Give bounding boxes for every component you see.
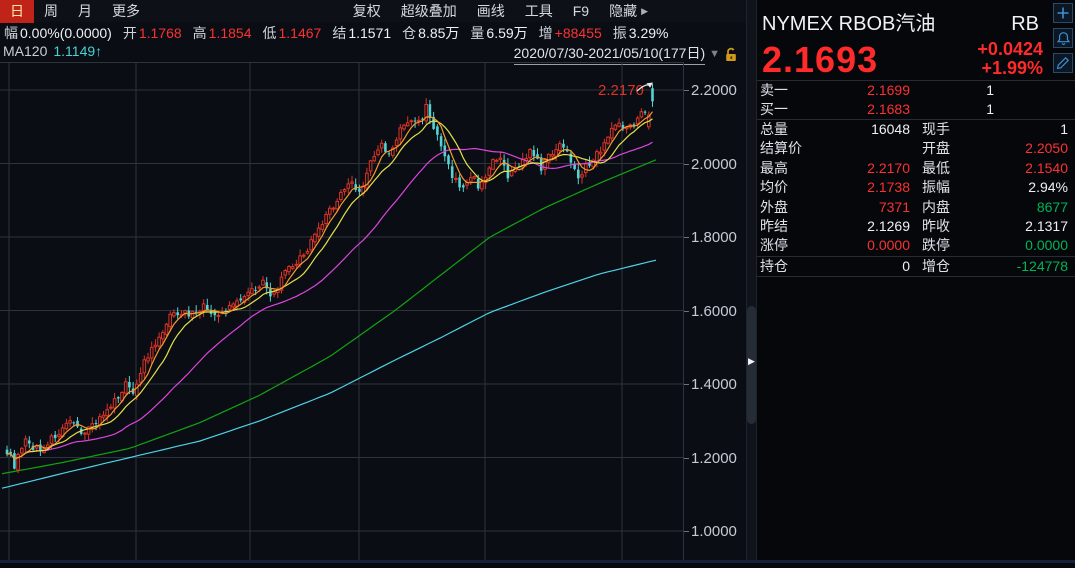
menu-draw-line[interactable]: 画线	[476, 3, 505, 19]
info-oi-change: 增 +88455	[538, 25, 602, 41]
ask-qty: 1	[986, 82, 994, 98]
axis-tick-label: 2.0000	[691, 155, 737, 173]
divider-line	[757, 276, 1075, 278]
price-axis: 2.2000 2.0000 1.8000 1.6000 1.4000 1.2000 1.00…	[684, 62, 746, 563]
info-volume: 量 6.59万	[470, 25, 528, 41]
chevron-down-icon[interactable]: ▼	[709, 48, 720, 60]
add-to-watchlist-button[interactable]	[1053, 3, 1073, 23]
axis-tick	[684, 457, 689, 459]
axis-tick-label: 1.6000	[691, 302, 737, 320]
axis-tick	[684, 237, 689, 238]
menu-hide[interactable]: 隐藏	[609, 3, 638, 19]
bid-price: 2.1683	[867, 101, 910, 117]
menu-adjust-quotes[interactable]: 复权	[352, 3, 381, 19]
axis-tick	[684, 384, 689, 385]
ask-price: 2.1699	[867, 82, 910, 98]
up-arrow-icon: ↑	[95, 43, 103, 59]
price-change-percent: +1.99%	[981, 58, 1043, 78]
quote-action-icons	[1053, 3, 1073, 73]
price-change: +0.0424	[977, 39, 1043, 59]
period-tab-bar: 日 周 月 更多 复权 超级叠加 画线 工具 F9 隐藏 ▶	[0, 0, 746, 23]
chart-menu: 复权 超级叠加 画线 工具 F9 隐藏 ▶	[343, 1, 648, 21]
tab-week[interactable]: 周	[44, 3, 58, 19]
info-swing: 振 3.29%	[612, 25, 669, 41]
ohlc-info-bar: 幅 0.00%(0.0000) 开 1.1768 高 1.1854 低 1.1467 结…	[0, 22, 746, 44]
svg-text:2.2170: 2.2170	[598, 82, 644, 99]
axis-tick-label: 1.8000	[691, 229, 737, 246]
chart-pane: 日 周 月 更多 复权 超级叠加 画线 工具 F9 隐藏 ▶ 幅 0.00%(0.…	[0, 0, 746, 563]
stat-row-volume: 总量 16048 现手 1	[760, 121, 1068, 137]
axis-tick	[684, 90, 689, 91]
tab-more[interactable]: 更多	[112, 3, 140, 19]
instrument-code: RB	[1011, 13, 1039, 35]
menu-expand-arrow-icon[interactable]: ▶	[641, 5, 648, 16]
axis-tick-label: 1.0000	[691, 523, 737, 540]
axis-tick	[684, 310, 689, 312]
candlestick-chart[interactable]: 2.2170	[0, 62, 684, 563]
tab-day[interactable]: 日	[0, 0, 34, 23]
ask-label: 卖一	[760, 82, 788, 98]
axis-tick	[684, 163, 689, 165]
panel-splitter[interactable]: ▶	[746, 0, 757, 563]
unlock-icon[interactable]	[724, 47, 738, 62]
edit-note-button[interactable]	[1053, 53, 1073, 73]
menu-super-overlay[interactable]: 超级叠加	[400, 3, 457, 19]
divider-line	[757, 255, 1075, 257]
bid-label: 买一	[760, 101, 788, 117]
quote-panel: NYMEX RBOB汽油 RB 2.1693 +0.0424 +1.99%	[757, 0, 1075, 563]
position-row: 持仓 0 增仓 -124778	[760, 257, 1068, 274]
tab-month[interactable]: 月	[78, 3, 92, 19]
stat-row-high-low: 最高 2.2170 最低 2.1540	[760, 159, 1068, 176]
expand-right-icon[interactable]: ▶	[748, 356, 755, 366]
last-price: 2.1693	[762, 39, 879, 80]
info-open-interest: 仓 8.85万	[402, 25, 460, 41]
instrument-name: NYMEX RBOB汽油	[762, 13, 936, 35]
bell-icon	[1056, 31, 1070, 45]
divider-line	[757, 80, 1075, 81]
price-alert-button[interactable]	[1053, 28, 1073, 48]
stat-row-avg-swing: 均价 2.1738 振幅 2.94%	[760, 179, 1068, 196]
quote-header: NYMEX RBOB汽油 RB 2.1693 +0.0424 +1.99%	[757, 0, 1075, 80]
plus-icon	[1057, 7, 1069, 19]
stat-row-outer-inner: 外盘 7371 内盘 8677	[760, 198, 1068, 215]
info-settle: 结 1.1571	[332, 25, 392, 41]
bid-row: 买一 2.1683 1	[757, 100, 1075, 119]
menu-tools[interactable]: 工具	[524, 3, 553, 19]
pencil-icon	[1056, 56, 1070, 70]
axis-tick-label: 1.4000	[691, 376, 737, 393]
axis-tick-label: 2.2000	[691, 82, 737, 99]
stat-row-prev: 昨结 2.1269 昨收 2.1317	[760, 217, 1068, 234]
divider-line	[757, 119, 1075, 120]
info-amplitude: 幅 0.00%(0.0000)	[4, 25, 112, 41]
info-high: 高 1.1854	[192, 25, 252, 41]
info-low: 低 1.1467	[262, 25, 322, 41]
window-bottom-edge	[0, 560, 1075, 563]
bid-qty: 1	[986, 101, 994, 117]
menu-f9[interactable]: F9	[572, 3, 590, 19]
ask-row: 卖一 2.1699 1	[757, 81, 1075, 100]
axis-tick-label: 1.2000	[691, 449, 737, 467]
axis-tick	[684, 531, 689, 532]
chart-overlay-row: MA120 1.1149↑ 2020/07/30-2021/05/10(177日)…	[0, 43, 746, 65]
stat-row-settle-open: 结算价 开盘 2.2050	[760, 140, 1068, 157]
date-range-label[interactable]: 2020/07/30-2021/05/10(177日)	[513, 43, 706, 65]
stat-row-limits: 涨停 0.0000 跌停 0.0000	[760, 237, 1068, 254]
date-range-control: 2020/07/30-2021/05/10(177日) ▼	[513, 43, 738, 65]
splitter-thumb[interactable]: ▶	[747, 306, 756, 424]
ma120-legend: MA120 1.1149↑	[3, 43, 103, 59]
info-open: 开 1.1768	[122, 25, 182, 41]
